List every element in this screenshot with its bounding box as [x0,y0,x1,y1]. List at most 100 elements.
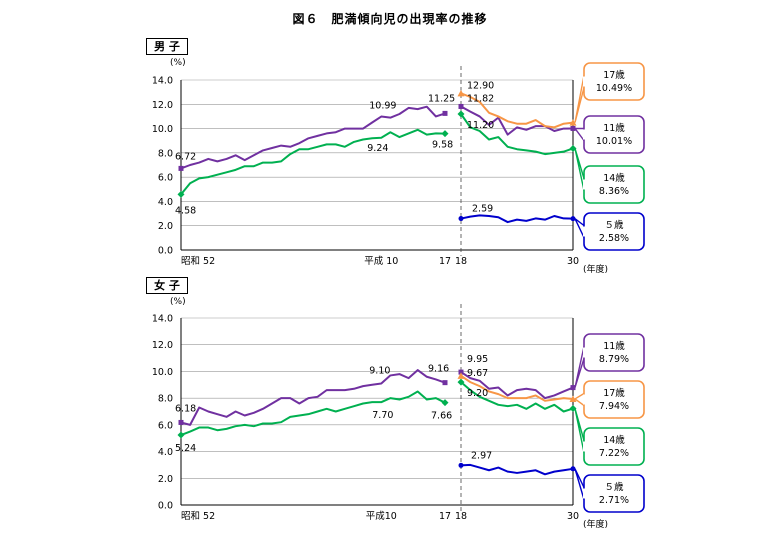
boys-callout-joint-3 [583,226,586,237]
boys-callout-pointer-0 [574,75,585,123]
boys-series-1-new-line [460,113,574,156]
boys-data-label-8: 11.20 [467,120,494,131]
boys-callout-joint-0 [583,76,586,87]
girls-callout-pointer-1 [573,392,585,407]
figure-title: 図６ 肥満傾向児の出現率の推移 [292,12,488,26]
boys-callout-value-0: 10.49% [596,83,632,94]
girls-series-1-new-line [460,381,574,413]
boys-series-1-old-marker-0 [177,190,185,198]
boys-ytick-label-4: 8.0 [158,148,173,159]
boys-ytick-label-6: 12.0 [152,100,173,111]
girls-ytick-label-1: 2.0 [158,474,173,485]
boys-series-3-new-marker-0 [458,216,464,222]
boys-series-3-new-line [460,214,574,224]
girls-ytick-label-7: 14.0 [152,314,173,325]
boys-data-label-3: 9.24 [367,143,388,154]
boys-data-label-6: 12.90 [467,80,494,91]
unit-label-boys: (%) [170,58,186,68]
boys-series-1-old-line [180,128,446,196]
girls-xtick-label-3: 18 [455,511,467,522]
girls-callout-joint-1 [583,394,586,405]
girls-callout-joint-0 [583,347,586,358]
boys-series-0-old-marker-1 [442,110,448,116]
girls-callout-value-2: 7.22% [599,448,629,459]
girls-xtick-label-4: 30 [567,511,579,522]
girls-callout-box-3 [583,474,645,513]
boys-callout-name-0: 17歳 [603,69,625,81]
boys-data-label-0: 6.72 [175,151,196,162]
girls-data-label-9: 2.97 [471,450,492,461]
girls-series-0-new-marker-0 [458,369,464,375]
girls-callout-name-1: 17歳 [603,387,625,399]
boys-series-0-old-marker-0 [178,165,184,171]
girls-series-3-new-line [460,463,574,476]
girls-data-label-0: 6.18 [175,403,196,414]
girls-callout-name-0: 11歳 [603,340,625,352]
girls-callout-name-2: 14歳 [603,434,625,446]
girls-data-label-8: 9.20 [467,388,488,399]
girls-series-0-old-marker-0 [178,419,184,425]
boys-data-label-2: 10.99 [369,101,396,112]
boys-callout-name-1: 11歳 [603,122,625,134]
boys-series-2-new-marker-1 [569,119,577,126]
boys-callout-box-0 [583,62,645,101]
girls-data-label-7: 9.67 [467,368,488,379]
section-label-boys: 男 子 [146,38,188,55]
boys-series-0-old-line [180,105,446,170]
girls-callout-pointer-0 [574,346,585,388]
girls-ytick-label-4: 8.0 [158,394,173,405]
boys-data-label-1: 4.58 [175,205,196,216]
boys-callout-box-3 [583,212,645,251]
boys-callout-joint-2 [583,179,586,190]
girls-series-2-new-marker-1 [569,395,577,402]
girls-ytick-label-3: 6.0 [158,420,173,431]
girls-series-0-old-line [180,369,446,426]
boys-data-label-5: 9.58 [432,140,453,151]
section-label-girls: 女 子 [146,277,188,294]
girls-series-0-new-line [460,371,574,400]
girls-ytick-label-2: 4.0 [158,447,173,458]
boys-series-2-new-line [460,92,574,129]
girls-data-label-6: 9.95 [467,354,488,365]
boys-ytick-label-2: 4.0 [158,197,173,208]
boys-series-0-new-marker-1 [570,125,576,131]
boys-series-0-new-line [460,105,574,136]
boys-series-0-new-marker-0 [458,103,464,109]
girls-series-2-new-line [460,375,574,402]
unit-label-girls: (%) [170,297,186,307]
boys-ytick-label-1: 2.0 [158,221,173,232]
boys-callout-pointer-1 [573,127,585,143]
boys-callout-box-2 [583,165,645,204]
girls-ytick-label-6: 12.0 [152,340,173,351]
boys-ytick-label-7: 14.0 [152,76,173,87]
girls-series-2-new-marker-0 [457,372,465,379]
boys-callout-pointer-3 [574,218,585,238]
boys-data-label-4: 11.25 [428,93,455,104]
boys-callout-value-2: 8.36% [599,186,629,197]
boys-xtick-label-2: 17 [439,256,451,267]
girls-series-0-old-marker-1 [442,380,448,386]
boys-callout-value-3: 2.58% [599,233,629,244]
boys-data-label-7: 11.82 [467,93,494,104]
boys-ytick-label-0: 0.0 [158,246,173,257]
boys-callout-name-3: ５歳 [604,219,624,231]
girls-data-label-5: 7.66 [431,411,452,422]
boys-callout-pointer-2 [574,148,585,191]
girls-series-3-new-marker-1 [570,466,576,472]
girls-ytick-label-0: 0.0 [158,501,173,512]
boys-ytick-label-5: 10.0 [152,124,173,135]
girls-series-1-old-marker-0 [177,431,185,439]
boys-xlabel-suffix: (年度) [583,263,608,275]
girls-callout-name-3: ５歳 [604,481,624,493]
girls-data-label-1: 5.24 [175,443,196,454]
boys-series-1-old-marker-1 [441,130,449,138]
girls-ytick-label-5: 10.0 [152,367,173,378]
girls-callout-value-1: 7.94% [599,401,629,412]
boys-series-2-new-marker-0 [457,89,465,97]
boys-xtick-label-3: 18 [455,256,467,267]
girls-data-label-2: 9.10 [369,365,390,376]
boys-callout-name-2: 14歳 [603,172,625,184]
boys-xtick-label-4: 30 [567,256,579,267]
girls-callout-value-0: 8.79% [599,354,629,365]
girls-series-1-old-marker-1 [441,399,449,407]
